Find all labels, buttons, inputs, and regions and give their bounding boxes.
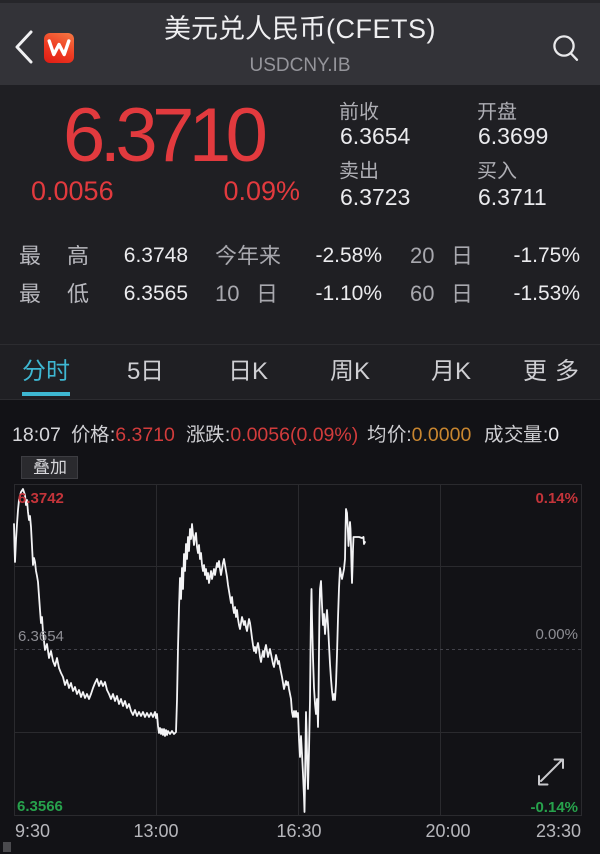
svg-text:-0.14%: -0.14% [530,799,578,816]
svg-text:6.3566: 6.3566 [17,798,63,815]
svg-text:23:30: 23:30 [536,821,581,841]
svg-text:9:30: 9:30 [15,821,50,841]
svg-text:16:30: 16:30 [276,821,321,841]
svg-text:13:00: 13:00 [133,821,178,841]
svg-text:0.00%: 0.00% [535,626,578,643]
svg-text:20:00: 20:00 [425,821,470,841]
svg-text:6.3742: 6.3742 [18,490,64,507]
svg-text:6.3654: 6.3654 [18,628,64,645]
svg-text:0.14%: 0.14% [535,490,578,507]
